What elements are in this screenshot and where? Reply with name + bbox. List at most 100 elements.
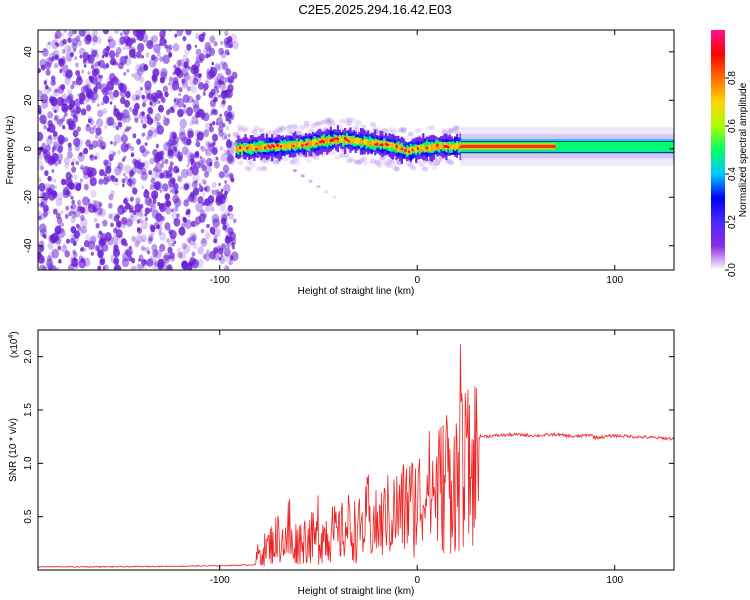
signal-band-segment [409,147,412,153]
noise-speckle [110,222,114,228]
signal-halo [391,164,398,170]
noise-speckle [112,151,116,156]
noise-speckle [82,52,90,61]
noise-speckle [227,153,234,162]
noise-speckle [156,51,161,57]
noise-speckle [52,208,58,215]
signal-band-segment [297,142,300,147]
signal-halo [277,127,284,133]
noise-speckle [231,71,238,80]
spectrogram-x-ticks: -100 0 100 [210,30,624,286]
noise-speckle [48,59,53,65]
noise-speckle [134,157,142,166]
noise-speckle [179,127,186,136]
noise-speckle [73,174,78,180]
noise-speckle [193,179,198,185]
noise-speckle [181,242,188,250]
signal-halo [445,128,452,134]
noise-speckle [83,64,87,68]
signal-halo [377,163,384,169]
noise-speckle [213,96,218,103]
signal-band-segment [299,140,302,147]
signal-halo [315,121,322,127]
noise-speckle [75,106,82,114]
noise-speckle [211,61,215,66]
noise-speckle [44,78,49,83]
noise-speckle [53,62,59,69]
noise-speckle [163,254,171,264]
noise-speckle [41,142,46,148]
noise-speckle [47,155,55,165]
noise-speckle [94,244,100,252]
noise-speckle [110,175,115,180]
noise-speckle [38,240,45,249]
noise-speckle [108,91,115,100]
noise-speckle [54,34,59,40]
noise-speckle [123,173,126,177]
signal-halo [441,129,448,135]
noise-speckle [150,177,156,184]
noise-speckle [99,258,105,266]
noise-speckle [178,87,183,93]
signal-band-segment [253,146,256,152]
noise-speckle [195,75,202,83]
noise-speckle [103,237,108,244]
noise-speckle [157,258,165,268]
noise-speckle [213,41,218,47]
noise-speckle [61,117,65,122]
signal-halo [400,126,407,132]
noise-speckle [83,184,89,191]
noise-speckle [116,220,122,228]
noise-speckle [195,32,200,40]
noise-speckle [171,242,175,247]
signal-band-segment [344,136,347,143]
noise-speckle [97,231,104,240]
noise-speckle [191,234,197,242]
snr-panel: -100 0 100 0.5 1.0 1.5 2.0 Height of straight… [8,329,675,597]
noise-speckle [191,258,199,269]
noise-speckle [57,192,64,201]
noise-speckle [68,182,75,191]
noise-speckle [162,54,170,64]
signal-band-segment [285,143,288,149]
noise-speckle [89,154,93,159]
noise-speckle [92,30,98,37]
signal-band-segment [347,136,350,142]
noise-speckle [191,251,196,257]
noise-speckle [81,69,85,74]
noise-speckle [194,150,200,157]
noise-speckle [174,149,181,158]
noise-speckle [49,235,56,244]
noise-speckle [40,93,49,104]
noise-speckle [64,214,69,220]
noise-speckle [144,80,152,91]
noise-speckle [94,61,100,68]
noise-speckle [90,251,94,256]
signal-band-segment [429,144,432,152]
signal-band-segment [404,149,407,152]
noise-speckle [159,56,164,62]
noise-speckle [224,40,230,49]
noise-speckle [83,182,90,190]
noise-speckle [227,105,233,112]
colorbar: 0.0 0.2 0.4 0.6 0.8 Normalized spectral ampl… [711,30,749,277]
noise-speckle [206,249,210,254]
y-tick-label: 40 [23,46,34,58]
noise-speckle [132,215,137,222]
noise-speckle [200,38,203,42]
noise-speckle [205,51,209,55]
noise-speckle [154,181,163,191]
noise-speckle [124,128,128,133]
noise-speckle [137,67,144,76]
noise-speckle [134,71,142,82]
noise-speckle [96,207,103,216]
noise-speckle [58,259,62,264]
noise-speckle [213,155,219,163]
noise-speckle [177,108,184,118]
noise-speckle [222,62,229,71]
noise-speckle [222,164,230,173]
noise-speckle [111,86,114,90]
noise-speckle [125,44,130,51]
noise-speckle [123,155,127,160]
noise-speckle [48,95,55,103]
